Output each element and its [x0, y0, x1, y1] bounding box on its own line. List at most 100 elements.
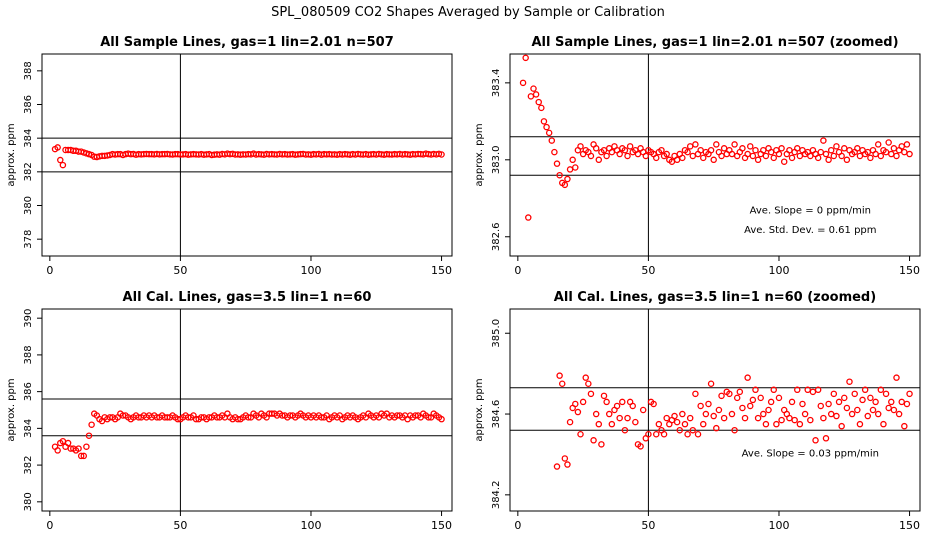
data-point	[553, 463, 561, 470]
data-point	[598, 441, 605, 448]
data-point	[75, 445, 82, 452]
data-point	[689, 426, 697, 434]
data-point	[519, 79, 527, 87]
data-point	[752, 386, 759, 394]
data-point	[603, 152, 610, 160]
x-tick-label: 0	[46, 264, 53, 277]
data-point	[632, 418, 639, 426]
data-point	[733, 394, 741, 402]
data-point	[859, 396, 866, 404]
data-point	[814, 154, 822, 162]
data-point	[556, 372, 563, 379]
data-point	[890, 406, 898, 414]
data-point	[890, 145, 898, 152]
data-point	[885, 404, 892, 412]
data-point	[715, 406, 723, 414]
data-point	[817, 402, 825, 410]
y-axis-label: approx. ppm	[474, 123, 485, 186]
y-axis-label: approx. ppm	[474, 378, 485, 441]
x-tick-label: 150	[899, 519, 920, 532]
x-tick-label: 100	[300, 519, 321, 532]
data-point	[728, 150, 736, 158]
chart-panel-3: All Cal. Lines, gas=3.5 lin=1 n=60 0 50 100…	[6, 290, 453, 532]
data-point	[438, 151, 445, 158]
data-point	[861, 386, 869, 394]
data-point	[626, 143, 634, 150]
data-point	[827, 410, 835, 418]
data-point	[566, 166, 574, 173]
data-point	[864, 148, 872, 156]
data-point	[901, 422, 908, 430]
data-point	[551, 148, 558, 156]
data-point	[778, 145, 785, 152]
data-point	[812, 437, 819, 444]
data-point	[558, 380, 566, 387]
data-point	[438, 415, 445, 423]
data-point	[893, 152, 900, 160]
data-point	[54, 144, 61, 151]
data-point	[770, 386, 778, 394]
data-point	[673, 156, 681, 164]
data-point	[848, 410, 856, 418]
data-point	[796, 420, 804, 428]
data-point	[579, 398, 587, 406]
data-point	[532, 91, 540, 98]
data-point	[872, 398, 879, 406]
data-point	[882, 390, 890, 398]
data-point	[83, 443, 90, 450]
chart-annotation: Ave. Slope = 0 ppm/min	[750, 206, 871, 217]
data-point	[650, 400, 657, 408]
data-point	[681, 420, 689, 428]
data-point	[872, 150, 879, 158]
y-axis-label: approx. ppm	[6, 378, 17, 441]
data-points	[553, 372, 913, 470]
data-point	[655, 420, 663, 428]
data-point	[564, 175, 571, 183]
data-point	[752, 146, 759, 154]
x-tick-label: 0	[514, 519, 521, 532]
y-tick-label: 383.0	[491, 145, 502, 174]
data-point	[645, 430, 652, 438]
data-point	[556, 171, 563, 179]
data-point	[540, 118, 548, 125]
data-point	[679, 154, 686, 162]
data-point	[676, 426, 683, 434]
data-point	[788, 398, 796, 406]
plot-frame	[41, 308, 453, 512]
data-point	[856, 420, 864, 428]
data-point	[658, 146, 665, 154]
data-point	[686, 414, 694, 422]
data-point	[616, 414, 623, 422]
data-point	[671, 412, 678, 420]
data-point	[54, 447, 61, 454]
data-point	[801, 410, 809, 418]
data-point	[731, 141, 738, 148]
data-point	[754, 414, 762, 422]
data-point	[595, 420, 603, 428]
data-point	[731, 426, 738, 434]
data-point	[634, 150, 642, 158]
data-point	[869, 406, 877, 414]
data-point	[713, 141, 720, 148]
data-point	[699, 420, 707, 428]
data-point	[835, 398, 843, 406]
data-point	[608, 420, 616, 428]
data-point	[762, 420, 770, 428]
data-point	[841, 394, 848, 402]
data-point	[882, 148, 890, 156]
data-point	[720, 145, 728, 152]
data-point	[88, 421, 95, 428]
data-point	[838, 422, 845, 430]
data-point	[778, 416, 785, 424]
data-point	[663, 414, 670, 422]
data-point	[77, 452, 85, 460]
data-point	[773, 420, 780, 428]
data-point	[825, 400, 832, 408]
data-point	[553, 160, 561, 167]
chart-panel-4: All Cal. Lines, gas=3.5 lin=1 n=60 (zoom…	[474, 290, 921, 532]
data-point	[893, 374, 900, 381]
data-point	[739, 404, 746, 412]
data-point	[530, 85, 537, 92]
data-point	[705, 400, 712, 408]
data-point	[652, 430, 660, 438]
